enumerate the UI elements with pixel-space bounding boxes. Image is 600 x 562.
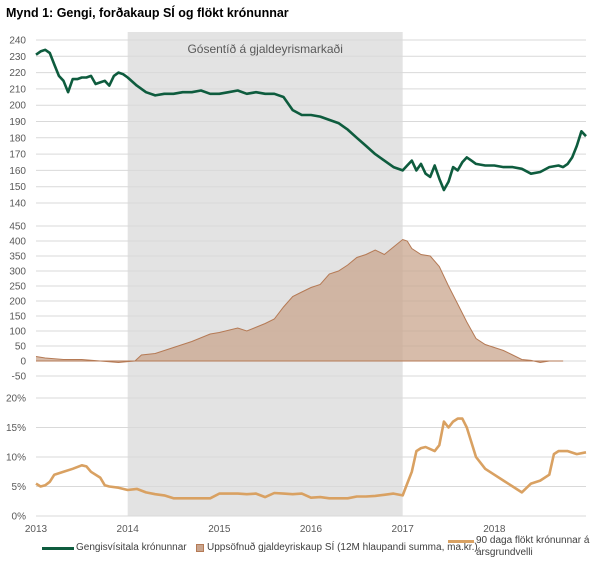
y-tick-label-top: 180 xyxy=(9,133,26,144)
y-tick-label-middle: 50 xyxy=(15,342,27,353)
legend-label-flokt-line2: ársgrundvelli xyxy=(476,547,533,558)
legend-item-gengi: Gengisvísitala krónunnar xyxy=(42,542,187,553)
y-tick-label-top: 210 xyxy=(9,84,26,95)
y-tick-label-top: 220 xyxy=(9,68,26,79)
y-tick-label-top: 160 xyxy=(9,166,26,177)
x-tick-label: 2017 xyxy=(392,524,415,535)
area-uppsofnud xyxy=(36,239,564,363)
legend-swatch-gengi xyxy=(42,547,74,550)
y-tick-label-middle: 350 xyxy=(9,252,26,263)
legend: Gengisvísitala krónunnar Uppsöfnuð gjald… xyxy=(0,535,600,562)
y-tick-label-top: 190 xyxy=(9,117,26,128)
y-tick-label-top: 170 xyxy=(9,150,26,161)
x-tick-label: 2015 xyxy=(208,524,231,535)
legend-swatch-flokt xyxy=(448,540,474,543)
y-tick-label-middle: -50 xyxy=(12,372,27,383)
line-gengi xyxy=(35,48,587,192)
y-tick-label-middle: 150 xyxy=(9,312,26,323)
x-tick-label: 2013 xyxy=(25,524,48,535)
y-tick-label-top: 230 xyxy=(9,52,26,63)
chart-title: Mynd 1: Gengi, forðakaup SÍ og flökt kró… xyxy=(6,6,289,20)
legend-label-gengi: Gengisvísitala krónunnar xyxy=(76,542,187,553)
y-tick-label-middle: 450 xyxy=(9,222,26,233)
legend-item-flokt: 90 daga flökt krónunnar á ársgrundvelli xyxy=(448,535,589,559)
y-tick-label-top: 140 xyxy=(9,199,26,210)
legend-label-uppsofnud: Uppsöfnuð gjaldeyriskaup SÍ (12M hlaupan… xyxy=(207,542,478,553)
x-tick-label: 2018 xyxy=(483,524,506,535)
y-tick-label-middle: 200 xyxy=(9,297,26,308)
legend-swatch-uppsofnud xyxy=(196,544,204,552)
y-tick-label-middle: 300 xyxy=(9,267,26,278)
y-tick-label-top: 240 xyxy=(9,36,26,47)
y-tick-label-middle: 0 xyxy=(20,357,26,368)
x-tick-label: 2016 xyxy=(300,524,323,535)
y-tick-label-middle: 400 xyxy=(9,237,26,248)
y-tick-label-top: 200 xyxy=(9,101,26,112)
x-tick-label: 2014 xyxy=(117,524,140,535)
y-tick-label-bottom: 10% xyxy=(6,453,26,464)
area-outline-uppsofnud xyxy=(35,238,564,364)
y-tick-label-bottom: 5% xyxy=(12,482,27,493)
y-tick-label-bottom: 20% xyxy=(6,394,26,405)
y-tick-label-bottom: 15% xyxy=(6,423,26,434)
y-tick-label-top: 150 xyxy=(9,182,26,193)
legend-item-uppsofnud: Uppsöfnuð gjaldeyriskaup SÍ (12M hlaupan… xyxy=(196,542,478,553)
y-tick-label-middle: 250 xyxy=(9,282,26,293)
legend-label-flokt-line1: 90 daga flökt krónunnar á xyxy=(476,535,590,546)
shaded-period-annotation: Gósentíð á gjaldeyrismarkaði xyxy=(187,42,342,56)
line-flokt xyxy=(35,417,587,500)
y-tick-label-bottom: 0% xyxy=(12,512,27,523)
y-tick-label-middle: 100 xyxy=(9,327,26,338)
